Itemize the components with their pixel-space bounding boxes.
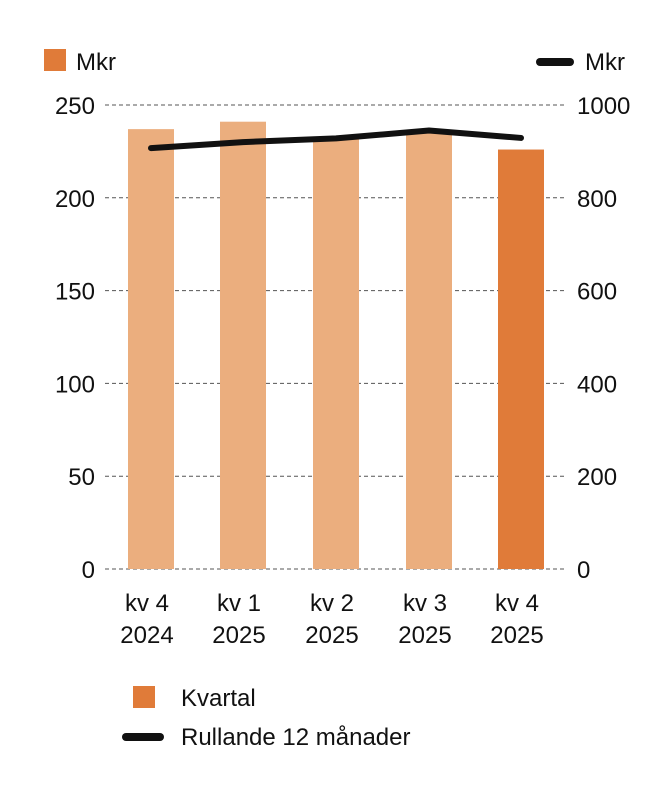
bar — [313, 136, 359, 569]
left-tick-label: 0 — [82, 557, 95, 584]
legend-swatch-kvartal — [133, 686, 155, 708]
x-tick-label-year: 2025 — [490, 622, 543, 649]
right-tick-label: 600 — [577, 279, 617, 306]
x-tick-label-quarter: kv 3 — [403, 590, 447, 617]
legend-label-rullande: Rullande 12 månader — [181, 724, 411, 751]
x-tick-label-year: 2025 — [305, 622, 358, 649]
x-tick-label-quarter: kv 4 — [495, 590, 539, 617]
right-axis-unit: Mkr — [585, 49, 625, 76]
x-tick-label-year: 2024 — [120, 622, 173, 649]
x-tick-label-quarter: kv 1 — [217, 590, 261, 617]
right-axis-ticks: 0 200 400 600 800 1000 — [577, 93, 630, 584]
x-tick-label-year: 2025 — [212, 622, 265, 649]
x-tick-label-quarter: kv 4 — [125, 590, 169, 617]
legend: Kvartal Rullande 12 månader — [122, 685, 411, 751]
left-tick-label: 100 — [55, 371, 95, 398]
left-axis-ticks: 0 50 100 150 200 250 — [55, 93, 95, 584]
left-tick-label: 150 — [55, 279, 95, 306]
x-tick-label-quarter: kv 2 — [310, 590, 354, 617]
left-tick-label: 50 — [68, 464, 95, 491]
rolling-line — [148, 127, 524, 152]
bar — [498, 149, 544, 569]
x-tick-label-year: 2025 — [398, 622, 451, 649]
bar — [406, 130, 452, 569]
legend-label-kvartal: Kvartal — [181, 685, 256, 712]
left-unit-swatch — [44, 49, 66, 71]
left-tick-label: 200 — [55, 186, 95, 213]
bar — [220, 121, 266, 569]
right-tick-label: 400 — [577, 371, 617, 398]
right-tick-label: 200 — [577, 464, 617, 491]
right-tick-label: 1000 — [577, 93, 630, 120]
right-tick-label: 0 — [577, 557, 590, 584]
right-tick-label: 800 — [577, 186, 617, 213]
bars — [128, 121, 544, 570]
bar — [128, 129, 174, 570]
left-tick-label: 250 — [55, 93, 95, 120]
x-axis-labels: kv 4 2024 kv 1 2025 kv 2 2025 kv 3 2025 kv 4 2025 — [120, 590, 543, 649]
left-axis-unit: Mkr — [76, 49, 116, 76]
